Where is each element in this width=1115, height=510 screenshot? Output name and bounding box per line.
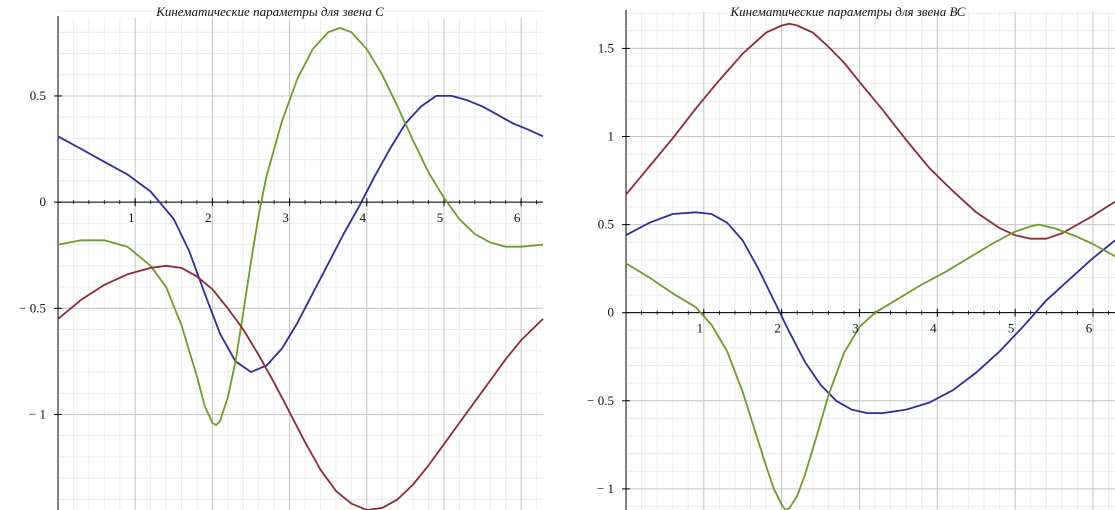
chart-bc-title: Кинематические параметры для звена ВС [730, 4, 966, 19]
chart-link-c-svg: 1 2 3 4 5 6 0.5 0 − 0.5 − 1 Кинематические парамет… [19, 4, 544, 510]
chart-c-series-2-line [57, 27, 544, 426]
chart-bc-minor-grid [625, 12, 1115, 510]
chart-bc-x-tick-label: 1 [697, 321, 704, 336]
chart-c-x-tick-label: 6 [514, 210, 521, 225]
chart-c-x-tick-label: 3 [282, 210, 289, 225]
chart-bc-series-1-line [625, 22, 1115, 240]
chart-c-x-tick-label: 2 [205, 210, 212, 225]
chart-c-y-tick-label: 0.5 [30, 88, 46, 103]
chart-link-bc: 1 2 3 4 5 6 1.5 1 0.5 0 − 0.5 − 1 Кинематические пар… [568, 0, 1115, 510]
chart-bc-x-tick-label: 3 [852, 321, 859, 336]
chart-link-bc-svg: 1 2 3 4 5 6 1.5 1 0.5 0 − 0.5 − 1 Кинематические пар… [587, 4, 1115, 510]
chart-c-y-tick-label: − 1 [29, 406, 46, 421]
chart-c-title: Кинематические параметры для звена С [155, 4, 384, 19]
chart-bc-y-tick-label: 0 [608, 305, 615, 320]
chart-c-y-tick-label: 0 [40, 194, 47, 209]
chart-c-x-tick-label: 1 [128, 210, 135, 225]
chart-bc-y-tick-label: − 0.5 [587, 393, 614, 408]
chart-bc-y-tick-label: − 1 [597, 481, 614, 496]
chart-bc-series-2-line [625, 211, 1115, 414]
chart-c-major-grid [58, 18, 543, 510]
chart-c-y-tick-label: − 0.5 [19, 300, 46, 315]
chart-bc-x-tick-label: 2 [774, 321, 781, 336]
chart-bc-y-tick-label: 0.5 [598, 217, 614, 232]
chart-c-series-1-line [57, 95, 544, 373]
chart-c-x-tick-label: 4 [360, 210, 367, 225]
chart-c-x-tick-label: 5 [437, 210, 444, 225]
chart-c-series-3-line [57, 264, 544, 510]
chart-link-c: 1 2 3 4 5 6 0.5 0 − 0.5 − 1 Кинематические парамет… [0, 0, 546, 510]
chart-bc-y-tick-label: 1 [608, 129, 615, 144]
chart-bc-x-tick-label: 6 [1086, 321, 1093, 336]
chart-bc-series-3-line [625, 223, 1115, 510]
chart-bc-y-tick-label: 1.5 [598, 40, 614, 55]
chart-bc-major-grid [626, 12, 1115, 510]
chart-bc-x-tick-label: 4 [930, 321, 937, 336]
chart-bc-x-tick-label: 5 [1008, 321, 1015, 336]
